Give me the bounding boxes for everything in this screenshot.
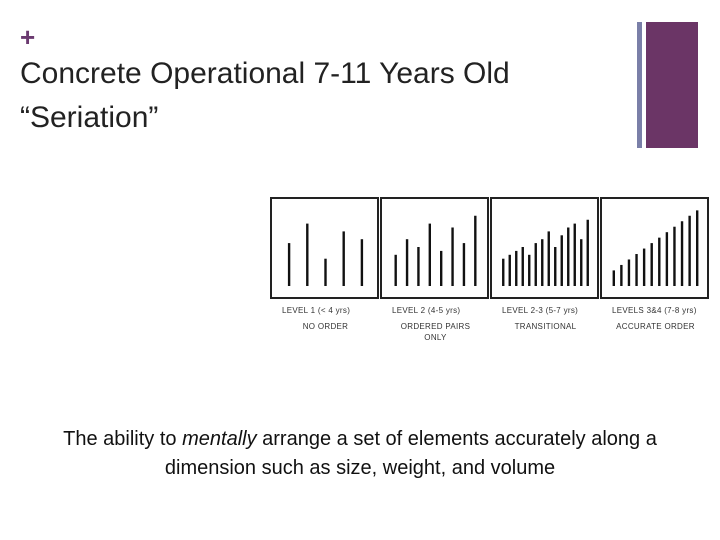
slide-title: Concrete Operational 7-11 Years Old “Ser… <box>20 52 630 140</box>
panel-frame <box>380 197 489 299</box>
seriation-figure: LEVEL 1 (< 4 yrs) NO ORDER LEVEL 2 (4-5 yr… <box>270 197 709 342</box>
level-label: LEVEL 1 (< 4 yrs) <box>282 306 350 315</box>
panel-4: LEVELS 3&4 (7-8 yrs) ACCURATE ORDER <box>600 197 709 331</box>
level-caption: ONLY <box>424 333 447 342</box>
plus-icon: + <box>20 22 36 52</box>
panel-frame <box>600 197 709 299</box>
accent-bar-thin <box>637 22 642 148</box>
level-caption: NO ORDER <box>303 322 349 331</box>
level-caption: ACCURATE ORDER <box>616 322 695 331</box>
level-label: LEVELS 3&4 (7-8 yrs) <box>612 306 697 315</box>
panel-1: LEVEL 1 (< 4 yrs) NO ORDER <box>270 197 379 331</box>
level-caption: ORDERED PAIRS <box>401 322 471 331</box>
title-line-1: Concrete Operational 7-11 Years Old <box>20 57 510 90</box>
level-caption: TRANSITIONAL <box>515 322 577 331</box>
caption-emphasis: mentally <box>182 428 257 450</box>
level-label: LEVEL 2 (4-5 yrs) <box>392 306 460 315</box>
definition-caption: The ability to mentally arrange a set of… <box>30 425 690 483</box>
panel-2: LEVEL 2 (4-5 yrs) ORDERED PAIRS ONLY <box>380 197 489 342</box>
caption-after: arrange a set of elements accurately alo… <box>164 428 657 479</box>
level-label: LEVEL 2-3 (5-7 yrs) <box>502 306 578 315</box>
accent-bar-thick <box>646 22 698 148</box>
title-line-2: “Seriation” <box>20 101 159 134</box>
caption-before: The ability to <box>63 428 183 450</box>
panel-3: LEVEL 2-3 (5-7 yrs) TRANSITIONAL <box>490 197 599 331</box>
